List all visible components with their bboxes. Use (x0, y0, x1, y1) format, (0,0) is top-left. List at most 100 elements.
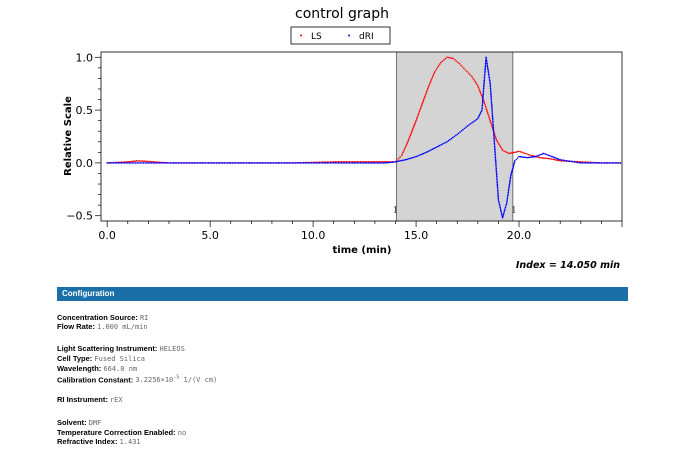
point-dri (511, 168, 514, 171)
point-dri (293, 162, 295, 164)
point-ls (347, 161, 349, 163)
point-dri (298, 162, 300, 164)
point-dri (506, 200, 508, 203)
point-dri (497, 197, 500, 200)
point-ls (494, 135, 497, 138)
point-dri (544, 153, 546, 155)
temp-correction-label: Temperature Correction Enabled: (57, 428, 176, 437)
point-dri (503, 209, 506, 212)
point-ls (477, 85, 479, 87)
point-ls (556, 159, 559, 161)
point-dri (484, 68, 486, 71)
point-dri (509, 180, 511, 183)
point-dri (296, 162, 299, 164)
point-dri (553, 156, 556, 159)
point-dri (345, 162, 348, 164)
point-dri (486, 64, 489, 66)
point-dri (587, 162, 590, 164)
point-dri (348, 162, 351, 164)
point-dri (493, 141, 496, 143)
point-ls (537, 156, 540, 159)
point-dri (337, 162, 340, 164)
point-ls (406, 142, 408, 145)
ri-instrument-label: RI Instrument: (57, 395, 108, 404)
point-ls (498, 143, 500, 145)
point-dri (578, 161, 580, 164)
point-ls (446, 56, 448, 59)
point-dri (483, 82, 485, 85)
point-ls (484, 104, 486, 106)
point-ls (419, 109, 421, 111)
point-dri (506, 199, 508, 201)
series-dri (106, 56, 622, 219)
legend-marker-dri (348, 34, 350, 37)
point-dri (603, 162, 606, 164)
refractive-index-value: 1.431 (119, 438, 141, 446)
point-dri (518, 155, 520, 158)
point-dri (502, 215, 504, 218)
point-dri (361, 162, 363, 164)
point-dri (115, 162, 118, 164)
point-dri (507, 188, 510, 191)
point-dri (306, 162, 308, 164)
point-ls (477, 86, 480, 89)
point-dri (478, 114, 481, 117)
point-dri (497, 191, 499, 193)
point-ls (518, 150, 520, 153)
point-dri (599, 162, 601, 164)
point-ls (428, 84, 430, 87)
calibration-constant-row: Calibration Constant: 3.2256×10-5 1/(V c… (57, 374, 217, 385)
point-dri (523, 156, 526, 159)
point-dri (504, 206, 507, 209)
point-ls (351, 161, 354, 163)
point-ls (500, 147, 503, 150)
point-dri (447, 139, 450, 142)
point-dri (328, 162, 330, 164)
point-dri (149, 162, 151, 164)
point-dri (494, 156, 497, 159)
point-dri (384, 162, 387, 164)
point-dri (179, 162, 181, 164)
peak-end-label: 1 (511, 206, 517, 216)
point-ls (471, 77, 474, 79)
point-dri (481, 104, 484, 107)
point-dri (491, 114, 494, 116)
point-dri (199, 162, 202, 164)
y-axis-label: Relative Scale (63, 96, 74, 176)
point-ls (426, 89, 429, 91)
point-ls (148, 160, 150, 163)
point-ls (504, 151, 507, 153)
point-dri (500, 211, 503, 213)
solvent-value: DMF (88, 419, 102, 427)
point-ls (435, 68, 438, 70)
point-ls (530, 154, 533, 157)
point-dri (489, 89, 492, 91)
point-dri (471, 122, 473, 124)
point-dri (152, 162, 154, 164)
point-ls (420, 104, 423, 107)
point-dri (302, 162, 305, 164)
point-dri (372, 162, 374, 164)
point-ls (411, 130, 413, 132)
point-dri (475, 118, 478, 121)
x-tick-label: 10.0 (301, 229, 326, 242)
point-dri (351, 162, 354, 164)
point-ls (457, 61, 459, 64)
point-ls (515, 151, 518, 153)
point-dri (331, 162, 333, 164)
point-dri (485, 58, 488, 60)
point-dri (501, 217, 504, 219)
point-ls (128, 160, 130, 163)
point-dri (481, 103, 484, 105)
point-dri (158, 162, 161, 164)
point-dri (428, 150, 431, 152)
point-dri (491, 117, 494, 119)
point-ls (421, 103, 424, 105)
point-ls (521, 151, 523, 154)
point-dri (506, 197, 509, 200)
point-dri (282, 162, 284, 164)
point-dri (606, 162, 609, 164)
point-dri (362, 162, 365, 164)
point-dri (340, 162, 343, 164)
point-dri (584, 162, 587, 164)
